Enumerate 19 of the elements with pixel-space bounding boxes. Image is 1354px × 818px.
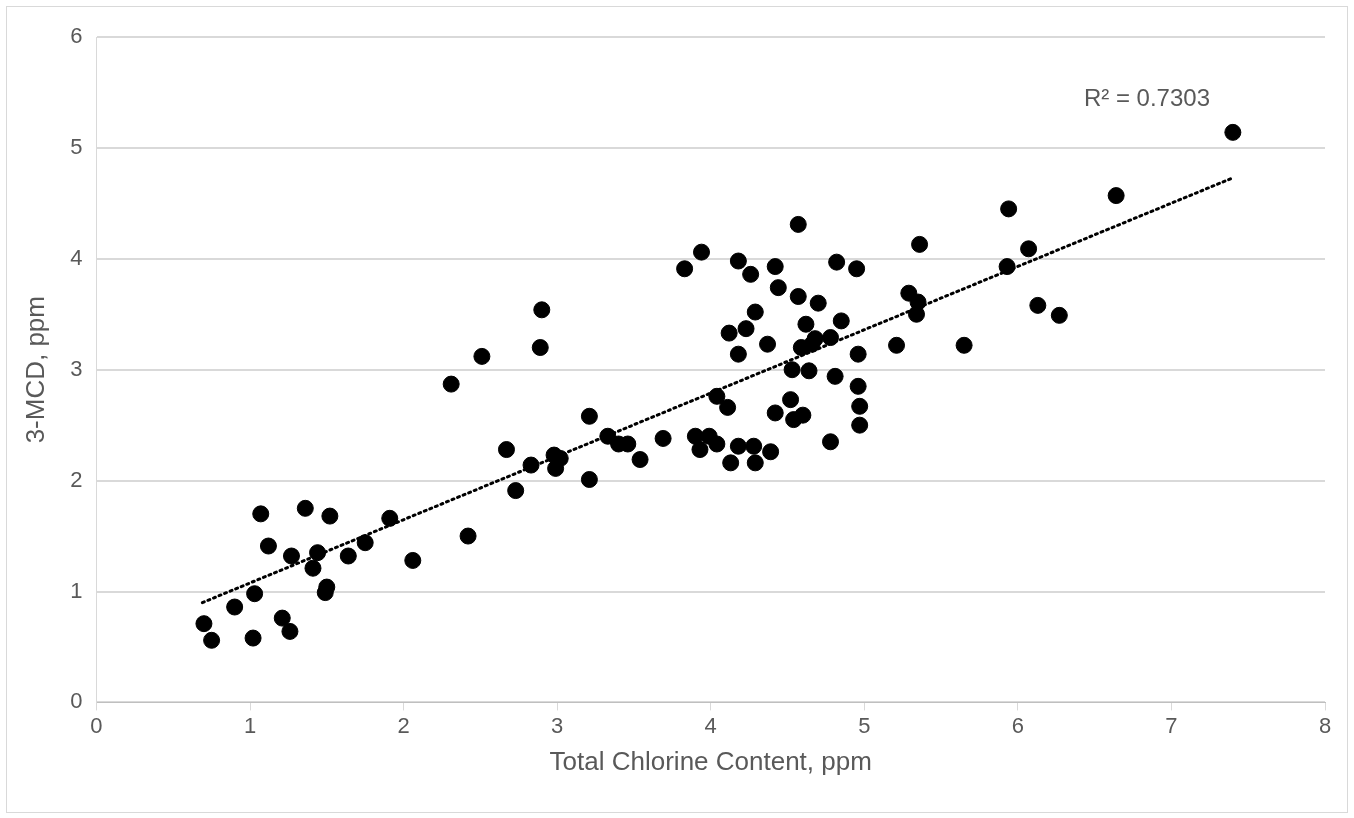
- x-tick-label: 8: [1318, 712, 1332, 738]
- y-axis-title: 3-MCD, ppm: [19, 296, 50, 444]
- x-tick-label: 0: [90, 712, 103, 738]
- y-tick-label: 2: [70, 466, 83, 492]
- x-tick-label: 4: [704, 712, 717, 738]
- y-tick-label: 1: [70, 577, 83, 603]
- y-tick-label: 3: [70, 355, 83, 381]
- y-tick-label: 0: [70, 688, 83, 714]
- y-tick-label: 6: [70, 23, 83, 49]
- x-tick-label: 2: [397, 712, 410, 738]
- x-tick-label: 7: [1165, 712, 1178, 738]
- x-tick-label: 6: [1011, 712, 1024, 738]
- x-axis-title: Total Chlorine Content, ppm: [549, 745, 872, 776]
- x-tick-label: 3: [551, 712, 564, 738]
- annotation: R² = 0.7303: [1083, 83, 1210, 111]
- x-tick-label: 5: [858, 712, 871, 738]
- y-tick-label: 4: [70, 244, 83, 270]
- x-tick-label: 1: [243, 712, 257, 738]
- y-tick-label: 5: [70, 133, 83, 159]
